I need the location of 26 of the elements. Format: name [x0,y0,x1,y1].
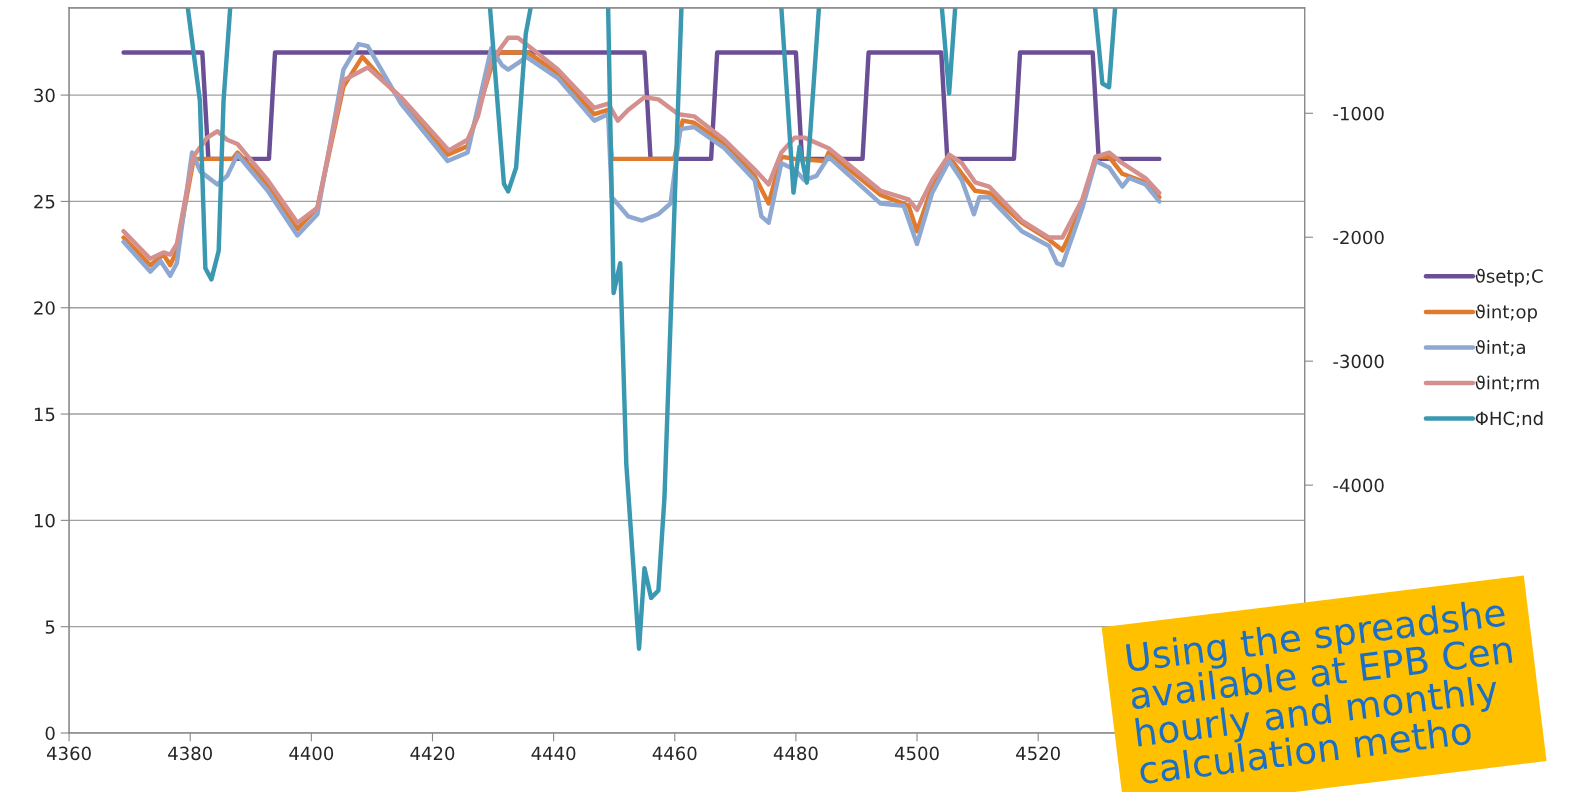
x-tick-label: 4440 [531,746,576,761]
y-tick-label: 10 [34,513,55,528]
y-tick-label: 30 [34,88,55,103]
y-tick-label: 25 [34,194,55,209]
annotation: Using the spreadshe available at EPB Cen hourly and monthly calculation metho [1125,597,1513,785]
x-tick-label: 4520 [1016,746,1060,761]
y2-tick-label: -2000 [1333,230,1384,245]
y2-tick-label: -3000 [1333,354,1384,369]
y-tick-label: 15 [34,407,55,422]
legend-label: ΦHC;nd [1475,411,1543,427]
x-tick-label: 4500 [894,746,939,761]
legend-label: ϑint;op [1475,304,1538,323]
x-tick-label: 4420 [410,746,455,761]
legend-label: ϑsetp;C [1475,268,1543,287]
legend-label: ϑint;rm [1475,375,1539,392]
x-tick-label: 4460 [652,746,697,761]
x-tick-label: 4400 [289,746,334,761]
y2-tick-label: -4000 [1333,478,1384,493]
legend-label: ϑint;a [1475,339,1525,356]
y-tick-label: 0 [45,726,55,741]
y2-tick-label: -1000 [1333,106,1384,121]
x-tick-label: 4380 [168,746,212,761]
x-tick-label: 4480 [773,746,818,761]
y-tick-label: 20 [34,301,55,315]
x-tick-label: 4360 [46,746,91,761]
y-tick-label: 5 [45,620,55,634]
